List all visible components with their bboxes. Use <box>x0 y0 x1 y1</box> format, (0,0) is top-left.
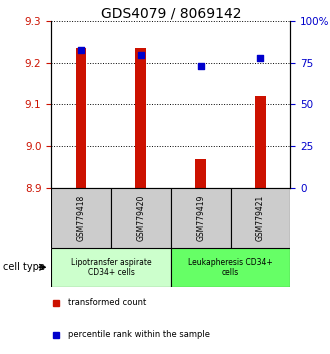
Point <box>198 63 203 69</box>
Bar <box>171 188 231 248</box>
Text: Lipotransfer aspirate
CD34+ cells: Lipotransfer aspirate CD34+ cells <box>71 258 151 277</box>
Point <box>138 52 144 57</box>
Bar <box>255 96 266 188</box>
Bar <box>51 248 171 287</box>
Bar <box>195 159 206 188</box>
Bar <box>111 188 171 248</box>
Text: cell type: cell type <box>3 262 45 272</box>
Bar <box>231 188 290 248</box>
Title: GDS4079 / 8069142: GDS4079 / 8069142 <box>101 6 241 20</box>
Text: GSM779419: GSM779419 <box>196 194 205 241</box>
Text: transformed count: transformed count <box>68 298 146 307</box>
Point <box>79 47 84 52</box>
Text: GSM779418: GSM779418 <box>77 195 85 241</box>
Bar <box>76 48 86 188</box>
Bar <box>51 188 111 248</box>
Point <box>258 55 263 61</box>
Text: percentile rank within the sample: percentile rank within the sample <box>68 330 210 339</box>
Bar <box>136 48 146 188</box>
Bar <box>171 248 290 287</box>
Text: GSM779421: GSM779421 <box>256 195 265 241</box>
Text: GSM779420: GSM779420 <box>136 194 146 241</box>
Text: Leukapheresis CD34+
cells: Leukapheresis CD34+ cells <box>188 258 273 277</box>
